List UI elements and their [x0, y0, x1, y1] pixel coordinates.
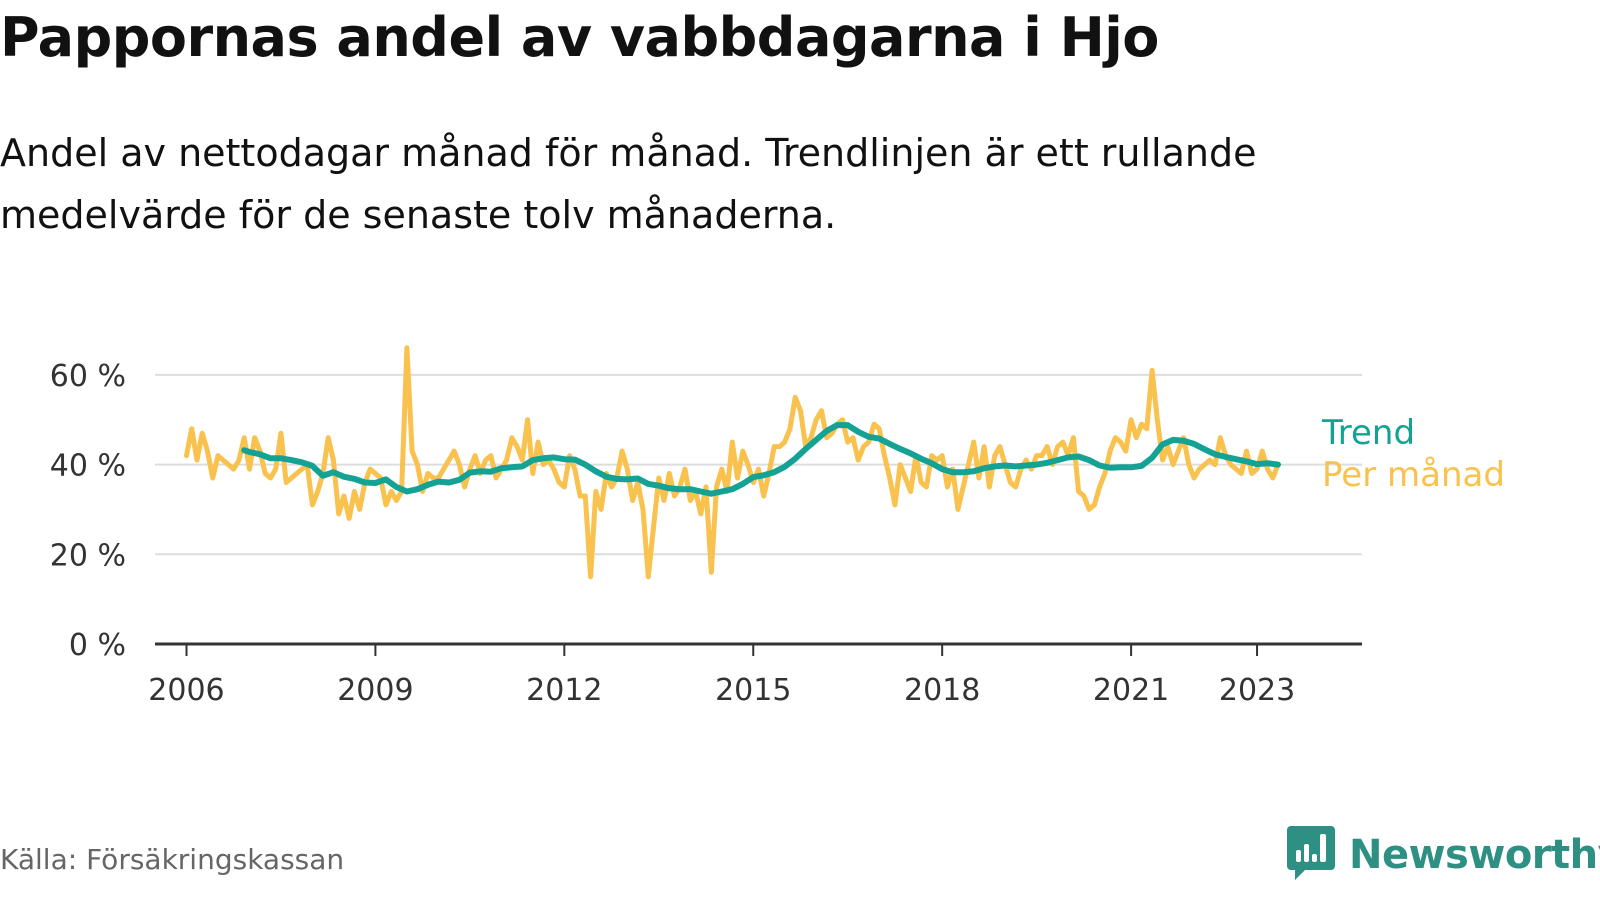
x-tick-label: 2021	[1093, 673, 1169, 708]
y-tick-label: 60 %	[50, 359, 126, 394]
newsworthy-logo-icon	[1287, 826, 1335, 884]
x-tick-label: 2012	[526, 673, 602, 708]
trend-series-line	[241, 422, 1281, 497]
monthly-series-label: Per månad	[1322, 455, 1505, 495]
y-tick-label: 40 %	[50, 449, 126, 484]
x-tick-label: 2023	[1219, 673, 1295, 708]
y-tick-label: 20 %	[50, 538, 126, 573]
x-tick-label: 2018	[904, 673, 980, 708]
page-title: Pappornas andel av vabbdagarna i Hjo	[0, 6, 1159, 69]
source-note: Källa: Försäkringskassan	[0, 843, 345, 876]
x-tick-label: 2015	[715, 673, 791, 708]
brand-name: Newsworthy	[1349, 832, 1600, 878]
brand-logo[interactable]: Newsworthy	[1287, 826, 1600, 884]
grid-lines	[155, 373, 1362, 556]
series-lines	[184, 345, 1281, 580]
page-subtitle: Andel av nettodagar månad för månad. Tre…	[0, 131, 1257, 237]
x-tick-label: 2006	[148, 673, 224, 708]
monthly-series-line	[184, 345, 1281, 580]
trend-series-label: Trend	[1321, 413, 1415, 453]
y-axis-tick-labels: 0 % 20 % 40 % 60 %	[50, 359, 126, 663]
y-tick-label: 0 %	[69, 628, 126, 663]
x-axis: 2006 2009 2012 2015 2018 2021 2023	[148, 642, 1362, 708]
x-tick-label: 2009	[337, 673, 413, 708]
